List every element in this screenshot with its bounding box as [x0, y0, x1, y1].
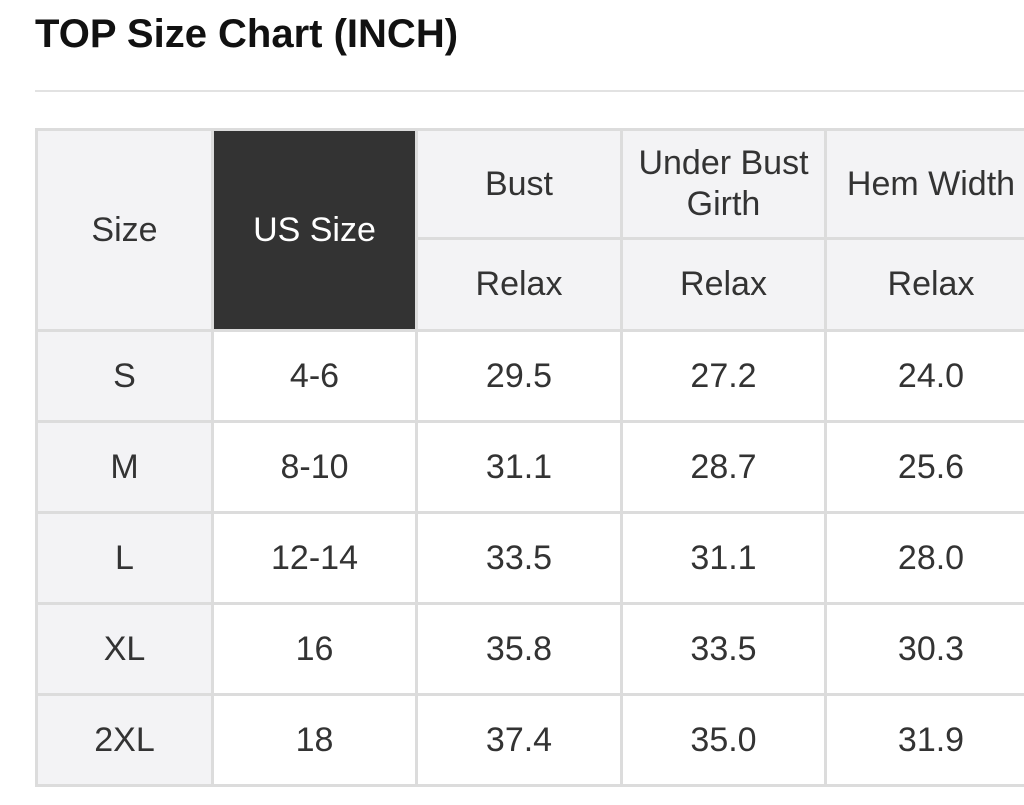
table-cell: 29.5 [415, 329, 623, 423]
size-table: Size US Size Bust Under Bust Girth Hem Width… [35, 128, 1024, 787]
page-title: TOP Size Chart (INCH) [35, 12, 459, 56]
table-cell: 2XL [35, 693, 214, 787]
table-cell: 12-14 [211, 511, 418, 605]
table-cell: 16 [211, 602, 418, 696]
table-cell: 30.3 [824, 602, 1024, 696]
table-cell: 27.2 [620, 329, 827, 423]
subheader-cell: Relax [620, 237, 827, 332]
subheader-cell: Relax [824, 237, 1024, 332]
header-cell: US Size [211, 128, 418, 332]
table-cell: L [35, 511, 214, 605]
table-cell: 31.1 [415, 420, 623, 514]
header-cell: Size [35, 128, 214, 332]
header-cell: Bust [415, 128, 623, 240]
table-cell: 33.5 [415, 511, 623, 605]
header-cell: Under Bust Girth [620, 128, 827, 240]
table-cell: 31.1 [620, 511, 827, 605]
table-cell: S [35, 329, 214, 423]
table-row: L 12-14 33.5 31.1 28.0 [35, 511, 1024, 605]
table-cell: XL [35, 602, 214, 696]
table-cell: 35.8 [415, 602, 623, 696]
divider [35, 90, 1024, 92]
table-row: S 4-6 29.5 27.2 24.0 [35, 329, 1024, 423]
table-cell: 8-10 [211, 420, 418, 514]
table-cell: 37.4 [415, 693, 623, 787]
table-cell: 35.0 [620, 693, 827, 787]
table-cell: 28.0 [824, 511, 1024, 605]
subheader-row: Relax Relax Relax [37, 237, 1024, 332]
table-cell: 24.0 [824, 329, 1024, 423]
header-cell: Hem Width [824, 128, 1024, 240]
table-cell: 31.9 [824, 693, 1024, 787]
table-cell: M [35, 420, 214, 514]
table-cell: 28.7 [620, 420, 827, 514]
subheader-cell: Relax [415, 237, 623, 332]
table-row: M 8-10 31.1 28.7 25.6 [35, 420, 1024, 514]
table-cell: 18 [211, 693, 418, 787]
table-cell: 25.6 [824, 420, 1024, 514]
table-row: 2XL 18 37.4 35.0 31.9 [35, 693, 1024, 787]
table-row: XL 16 35.8 33.5 30.3 [35, 602, 1024, 696]
table-cell: 33.5 [620, 602, 827, 696]
table-cell: 4-6 [211, 329, 418, 423]
header-row: Size US Size Bust Under Bust Girth Hem Width [35, 128, 1024, 332]
